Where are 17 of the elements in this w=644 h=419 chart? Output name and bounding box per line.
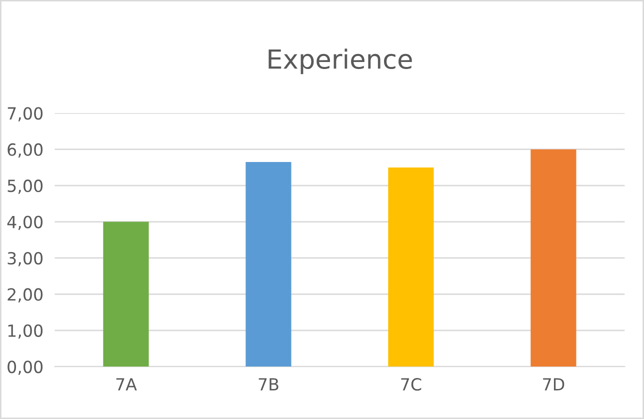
x-tick-label: 7C [401, 378, 422, 391]
bar [388, 167, 434, 367]
bar [530, 149, 576, 367]
x-tick-label: 7B [258, 378, 278, 390]
y-tick-label: 5,00 [8, 180, 43, 194]
y-tick-label: 6,00 [8, 143, 43, 158]
chart-title: Experience [268, 48, 412, 74]
x-tick-label: 7D [543, 378, 564, 390]
y-tick-label: 3,00 [8, 252, 43, 266]
y-tick-label: 2,00 [8, 288, 43, 302]
x-tick-label: 7A [116, 378, 137, 390]
y-tick-label: 4,00 [7, 216, 43, 230]
y-tick-label: 7,00 [8, 107, 43, 122]
bar [246, 162, 292, 367]
y-tick-label: 1,00 [8, 324, 43, 339]
y-tick-label: 0,00 [8, 360, 43, 375]
bar [103, 222, 149, 367]
